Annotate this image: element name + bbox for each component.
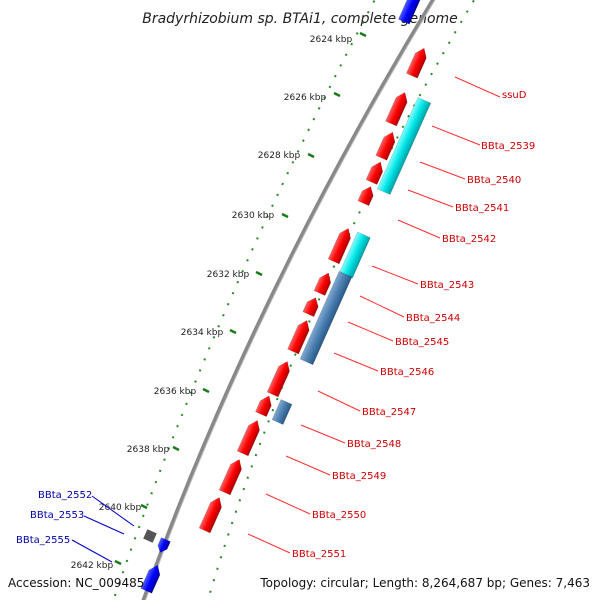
topology-text: Topology: circular; Length: 8,264,687 bp…	[259, 576, 590, 590]
gene-label-bbta-2549[interactable]: BBta_2549	[332, 471, 386, 482]
kbp-tick-mark	[255, 270, 263, 277]
gene-bbta-2540-arrow[interactable]	[375, 130, 398, 161]
kbp-tick-mark	[281, 212, 289, 219]
gene-ssud-arrow[interactable]	[406, 46, 429, 79]
gene-bbta-2549-arrow[interactable]	[236, 418, 263, 457]
map-title: Bradyrhizobium sp. BTAi1, complete genom…	[142, 11, 458, 27]
leader-line	[333, 352, 379, 372]
gene-label-bbta-2545[interactable]: BBta_2545	[395, 337, 449, 348]
gene-bbta-2547-arrow[interactable]	[266, 359, 293, 398]
feature-blue-top[interactable]	[398, 0, 422, 25]
leader-line	[347, 321, 394, 342]
gene-bbta-2542-arrow[interactable]	[357, 184, 376, 206]
kbp-tick-label: 2638 kbp	[127, 445, 170, 455]
gene-label-ssud[interactable]: ssuD	[502, 90, 527, 101]
kbp-tick-mark	[172, 445, 180, 452]
kbp-tick-mark	[140, 503, 148, 510]
gene-label-bbta-2546[interactable]: BBta_2546	[380, 367, 434, 378]
kbp-tick-label: 2626 kbp	[284, 93, 327, 103]
kbp-tick-label: 2634 kbp	[181, 328, 224, 338]
leader-line	[71, 539, 113, 563]
leader-line	[407, 189, 454, 208]
feature-cyan-lower[interactable]	[339, 231, 371, 279]
backbone-arc	[141, 0, 436, 600]
gene-label-bbta-2550[interactable]: BBta_2550	[312, 510, 366, 521]
gene-bbta-2551-arrow[interactable]	[198, 495, 225, 534]
gene-label-bbta-2541[interactable]: BBta_2541	[455, 203, 509, 214]
leader-line	[83, 515, 125, 535]
leader-line	[285, 455, 331, 476]
gene-label-bbta-2553[interactable]: BBta_2553	[30, 510, 84, 521]
gene-label-bbta-2540[interactable]: BBta_2540	[467, 175, 521, 186]
kbp-tick-mark	[229, 328, 237, 335]
gene-bbta-2553-arrow[interactable]	[156, 537, 171, 555]
leader-line	[300, 424, 346, 444]
gene-bbta-2544-arrow[interactable]	[313, 271, 334, 296]
kbp-tick-mark	[202, 387, 210, 394]
leader-line	[431, 125, 481, 146]
gene-features	[140, 0, 432, 594]
kbp-tick-label: 2630 kbp	[232, 211, 275, 221]
gene-labels: ssuD BBta_2539 BBta_2540 BBta_2541 BBta_2542…	[16, 76, 535, 563]
leader-line	[317, 390, 361, 412]
accession-text: Accession: NC_009485	[8, 576, 144, 590]
gene-bbta-2552-block[interactable]	[143, 529, 157, 543]
kbp-tick-label: 2624 kbp	[310, 35, 353, 45]
kbp-tick-mark	[359, 31, 367, 38]
gene-bbta-2548-arrow[interactable]	[255, 393, 274, 417]
gene-label-bbta-2543[interactable]: BBta_2543	[420, 280, 474, 291]
gene-label-bbta-2548[interactable]: BBta_2548	[347, 439, 401, 450]
gene-label-bbta-2544[interactable]: BBta_2544	[406, 313, 460, 324]
gene-bbta-2546-arrow[interactable]	[287, 318, 313, 355]
gene-label-bbta-2552[interactable]: BBta_2552	[38, 490, 92, 501]
kbp-tick-label: 2632 kbp	[207, 270, 250, 280]
feature-steel-long[interactable]	[299, 270, 353, 366]
kbp-tick-mark	[114, 559, 122, 566]
kbp-tick-label: 2642 kbp	[71, 561, 114, 571]
kbp-tick-mark	[333, 91, 341, 98]
leader-line	[397, 219, 441, 239]
leader-line	[359, 295, 405, 318]
gene-bbta-2539-arrow[interactable]	[385, 90, 411, 127]
leader-line	[91, 495, 135, 527]
gene-bbta-2543-arrow[interactable]	[327, 226, 354, 265]
outer-dotted-track	[206, 0, 476, 600]
kbp-tick-label: 2636 kbp	[154, 387, 197, 397]
gene-bbta-2545-arrow[interactable]	[302, 295, 321, 317]
gene-bbta-2550-arrow[interactable]	[218, 457, 245, 496]
backbone-arc-highlight	[145, 0, 436, 600]
leader-line	[454, 76, 501, 98]
leader-line	[419, 161, 466, 180]
leader-line	[247, 533, 291, 554]
leader-line	[265, 493, 311, 515]
kbp-tick-label: 2628 kbp	[258, 151, 301, 161]
gene-label-bbta-2551[interactable]: BBta_2551	[292, 549, 346, 560]
gene-label-bbta-2542[interactable]: BBta_2542	[442, 234, 496, 245]
gene-label-bbta-2539[interactable]: BBta_2539	[481, 141, 535, 152]
gene-bbta-2541-arrow[interactable]	[365, 160, 386, 185]
feature-cyan-upper[interactable]	[376, 97, 432, 195]
kbp-tick-mark	[307, 152, 315, 159]
gene-label-bbta-2555[interactable]: BBta_2555	[16, 535, 70, 546]
feature-steel-short[interactable]	[271, 399, 293, 425]
gene-bbta-2555-arrow[interactable]	[140, 563, 163, 594]
kbp-scale: 2624 kbp 2626 kbp 2628 kbp 2630 kbp 2632 kbp…	[71, 31, 367, 571]
gene-label-bbta-2547[interactable]: BBta_2547	[362, 407, 416, 418]
leader-line	[371, 265, 419, 285]
kbp-tick-label: 2640 kbp	[99, 503, 142, 513]
